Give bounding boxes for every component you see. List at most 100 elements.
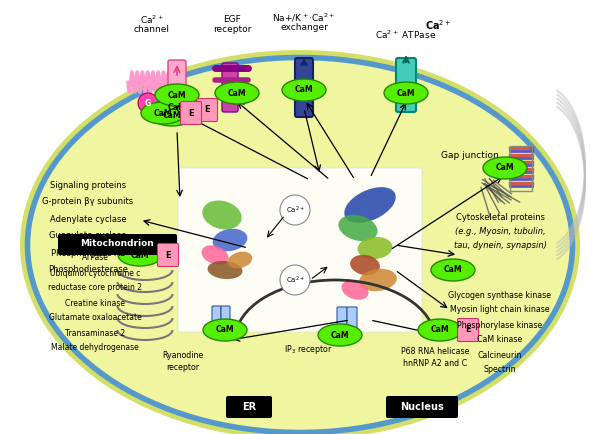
Text: Ubiquinol cytochrome c: Ubiquinol cytochrome c	[50, 269, 140, 277]
Text: Gap junction: Gap junction	[441, 151, 499, 160]
Ellipse shape	[141, 102, 185, 124]
Text: ATPase: ATPase	[82, 253, 109, 263]
Text: Guanylate cyclase: Guanylate cyclase	[49, 231, 127, 240]
Text: Myosin light chain kinase: Myosin light chain kinase	[450, 306, 550, 315]
Text: Spectrin: Spectrin	[484, 365, 517, 375]
FancyBboxPatch shape	[295, 58, 313, 117]
Text: CaM: CaM	[496, 164, 514, 172]
Ellipse shape	[155, 84, 199, 106]
Text: E: E	[465, 326, 471, 335]
Text: Glutamate oxaloacetate: Glutamate oxaloacetate	[49, 313, 142, 322]
Text: exchanger: exchanger	[280, 23, 328, 33]
Text: receptor: receptor	[167, 364, 199, 372]
Text: Nucleus: Nucleus	[400, 402, 444, 412]
Text: Ca$^{2+}$ ATPase: Ca$^{2+}$ ATPase	[376, 29, 437, 41]
Text: reductase core protein 2: reductase core protein 2	[48, 283, 142, 293]
Text: CaM: CaM	[167, 91, 187, 99]
Text: receptor: receptor	[213, 26, 251, 34]
Ellipse shape	[341, 280, 368, 300]
Ellipse shape	[202, 201, 242, 230]
Text: Phosphorylase kinase: Phosphorylase kinase	[457, 320, 542, 329]
Text: CaM: CaM	[215, 326, 235, 335]
Ellipse shape	[359, 269, 397, 291]
FancyBboxPatch shape	[458, 319, 479, 342]
Ellipse shape	[215, 82, 259, 104]
Ellipse shape	[202, 245, 229, 265]
Text: Phospholipase A2: Phospholipase A2	[51, 249, 125, 257]
Ellipse shape	[118, 244, 162, 266]
Text: CaM: CaM	[176, 105, 194, 115]
Ellipse shape	[228, 252, 252, 268]
Text: CaM: CaM	[167, 103, 187, 112]
Text: CaM: CaM	[163, 111, 181, 119]
FancyBboxPatch shape	[347, 307, 357, 334]
Ellipse shape	[338, 215, 377, 241]
Text: Na+/K$^+$·Ca$^{2+}$: Na+/K$^+$·Ca$^{2+}$	[272, 12, 335, 24]
Text: hnRNP A2 and C: hnRNP A2 and C	[403, 359, 467, 368]
Text: CaM: CaM	[295, 85, 313, 95]
Text: CaM: CaM	[431, 326, 449, 335]
FancyBboxPatch shape	[197, 99, 218, 122]
Circle shape	[138, 93, 158, 113]
Ellipse shape	[350, 255, 380, 275]
FancyBboxPatch shape	[178, 168, 422, 332]
Ellipse shape	[282, 79, 326, 101]
Text: Glycogen synthase kinase: Glycogen synthase kinase	[449, 290, 551, 299]
FancyBboxPatch shape	[181, 102, 202, 125]
Text: Signaling proteins: Signaling proteins	[50, 181, 126, 190]
Ellipse shape	[212, 229, 247, 251]
FancyBboxPatch shape	[58, 234, 177, 255]
Text: G-protein βγ subunits: G-protein βγ subunits	[43, 197, 134, 207]
Text: Ca$^{2+}$: Ca$^{2+}$	[286, 204, 304, 216]
Ellipse shape	[418, 319, 462, 341]
Text: G: G	[145, 99, 151, 108]
Text: CaM: CaM	[227, 89, 247, 98]
Ellipse shape	[318, 324, 362, 346]
FancyBboxPatch shape	[221, 306, 230, 333]
Ellipse shape	[28, 57, 572, 433]
Text: IP$_3$ receptor: IP$_3$ receptor	[284, 343, 332, 356]
Ellipse shape	[344, 187, 396, 223]
Text: CaM: CaM	[397, 89, 415, 98]
FancyBboxPatch shape	[396, 58, 416, 112]
Text: P68 RNA helicase: P68 RNA helicase	[401, 348, 469, 356]
Text: Adenylate cyclase: Adenylate cyclase	[50, 214, 127, 224]
Text: CaM: CaM	[131, 250, 149, 260]
Text: channel: channel	[134, 26, 170, 34]
FancyBboxPatch shape	[157, 243, 179, 266]
FancyBboxPatch shape	[222, 63, 238, 112]
Text: Calcineurin: Calcineurin	[478, 351, 522, 359]
Text: Cytoskeletal proteins: Cytoskeletal proteins	[455, 214, 545, 223]
Text: EGF: EGF	[223, 16, 241, 24]
FancyBboxPatch shape	[168, 60, 186, 109]
FancyBboxPatch shape	[386, 396, 458, 418]
Text: E: E	[188, 108, 194, 118]
Text: CaM: CaM	[154, 108, 172, 118]
Text: E: E	[204, 105, 210, 115]
Text: ER: ER	[242, 402, 256, 412]
Ellipse shape	[155, 97, 199, 119]
FancyBboxPatch shape	[212, 306, 221, 333]
Ellipse shape	[163, 99, 207, 121]
Ellipse shape	[483, 157, 527, 179]
Text: Malate dehydrogenase: Malate dehydrogenase	[51, 343, 139, 352]
Text: Ryanodine: Ryanodine	[163, 351, 203, 359]
Circle shape	[280, 195, 310, 225]
Text: (e.g., Myosin, tubulin,: (e.g., Myosin, tubulin,	[455, 227, 545, 237]
Ellipse shape	[203, 319, 247, 341]
Text: Transaminase 2: Transaminase 2	[65, 329, 125, 338]
Text: Ca$^{2+}$: Ca$^{2+}$	[425, 18, 451, 32]
Text: Creatine kinase: Creatine kinase	[65, 299, 125, 308]
Text: Mitochondrion: Mitochondrion	[80, 240, 154, 249]
Ellipse shape	[431, 259, 475, 281]
Text: Phosphodiesterase: Phosphodiesterase	[48, 266, 128, 274]
Circle shape	[280, 265, 310, 295]
Ellipse shape	[150, 104, 194, 126]
FancyBboxPatch shape	[226, 396, 272, 418]
Ellipse shape	[358, 237, 392, 259]
Ellipse shape	[208, 261, 242, 279]
Text: CaM: CaM	[331, 331, 349, 339]
Text: CaM: CaM	[443, 266, 463, 274]
FancyBboxPatch shape	[337, 307, 347, 334]
Text: Ca$^{2+}$: Ca$^{2+}$	[286, 274, 304, 286]
